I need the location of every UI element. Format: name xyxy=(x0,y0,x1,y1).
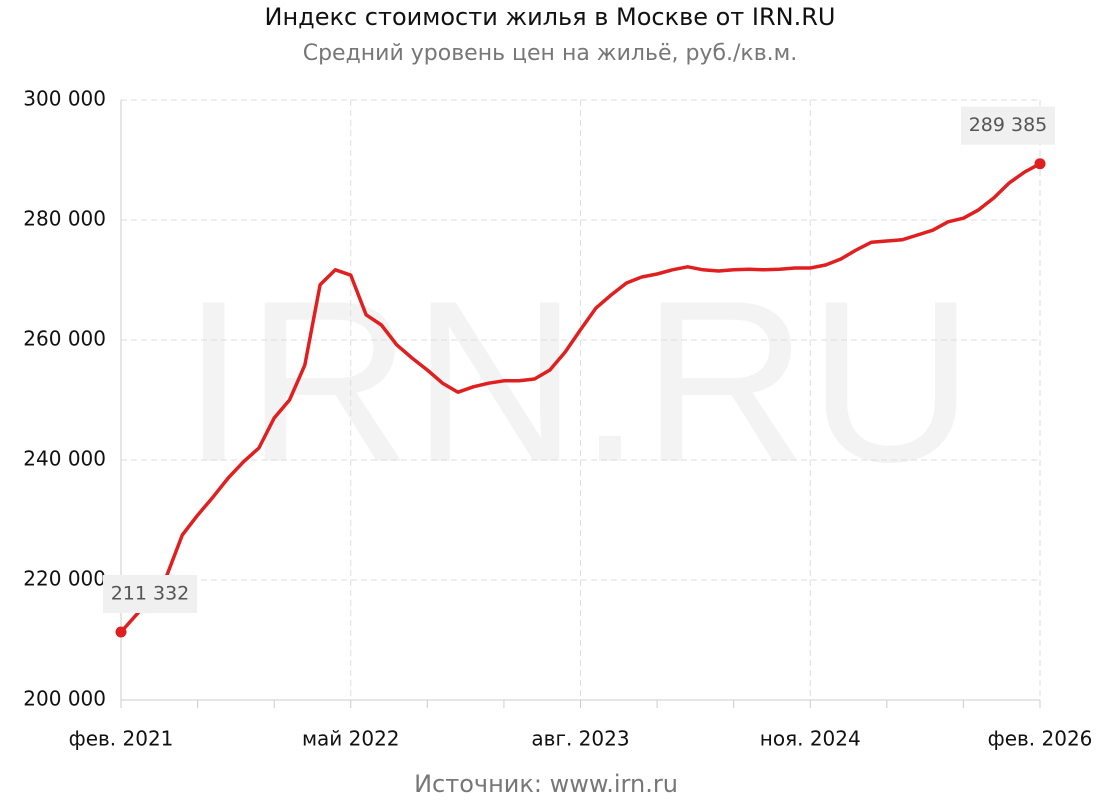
x-tick-label: ноя. 2024 xyxy=(760,727,861,751)
x-tick-label: май 2022 xyxy=(302,727,400,751)
line xyxy=(119,162,1041,634)
x-tick-label: авг. 2023 xyxy=(531,727,629,751)
chart-subtitle: Средний уровень цен на жильё, руб./кв.м. xyxy=(303,41,798,66)
value-label: 289 385 xyxy=(969,114,1048,136)
watermark: IRN.RU xyxy=(182,253,974,510)
source: Источник: www.irn.ru xyxy=(414,770,678,798)
label-box xyxy=(961,106,1055,145)
y-tick-label: 260 000 xyxy=(23,327,106,351)
point xyxy=(1034,158,1046,170)
y-tick-label: 240 000 xyxy=(23,447,106,471)
x-tick-label: фев. 2026 xyxy=(988,727,1093,751)
y-tick-label: 300 000 xyxy=(23,87,106,111)
x-tick-label: фев. 2021 xyxy=(69,727,174,751)
point xyxy=(115,626,127,638)
label-box xyxy=(103,575,197,614)
y-tick-label: 200 000 xyxy=(23,687,106,711)
y-tick-label: 280 000 xyxy=(23,207,106,231)
value-label: 211 332 xyxy=(111,583,190,605)
chart-title: Индекс стоимости жилья в Москве от IRN.R… xyxy=(264,3,835,31)
y-tick-label: 220 000 xyxy=(23,567,106,591)
